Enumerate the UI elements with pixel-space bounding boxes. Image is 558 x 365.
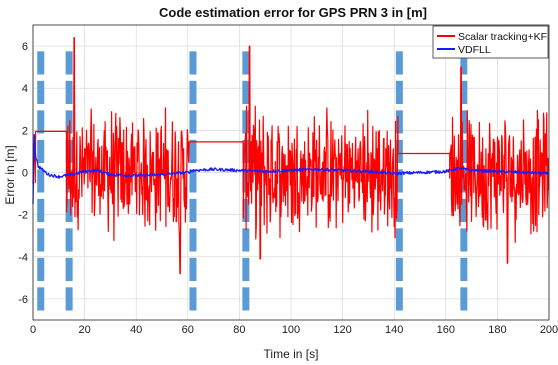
marker-dash bbox=[460, 139, 468, 164]
marker-dash bbox=[37, 80, 45, 105]
marker-dash bbox=[65, 228, 73, 252]
marker-dash bbox=[460, 198, 468, 223]
marker-dash bbox=[189, 169, 197, 193]
series-vdfll bbox=[32, 133, 550, 205]
x-tick-label: 20 bbox=[78, 324, 90, 336]
y-tick-label: -2 bbox=[18, 210, 28, 222]
y-tick-label: 4 bbox=[22, 83, 28, 95]
marker-dash bbox=[65, 80, 73, 105]
marker-dash bbox=[37, 287, 45, 311]
marker-dash bbox=[189, 287, 197, 311]
marker-dash bbox=[189, 228, 197, 252]
marker-dash bbox=[395, 257, 403, 282]
marker-dash bbox=[189, 257, 197, 282]
chart-title: Code estimation error for GPS PRN 3 in [… bbox=[159, 5, 427, 20]
plot-area bbox=[32, 24, 550, 321]
marker-dash bbox=[37, 110, 45, 134]
marker-dash bbox=[460, 287, 468, 311]
marker-dash bbox=[460, 51, 468, 75]
legend-box bbox=[432, 25, 549, 59]
marker-dash bbox=[242, 257, 250, 282]
x-tick-labels: 0 20 40 60 80 100 120 140 160 180 200 bbox=[30, 324, 558, 336]
marker-dash bbox=[395, 287, 403, 311]
marker-dash bbox=[242, 51, 250, 75]
x-tick-label: 60 bbox=[182, 324, 194, 336]
x-axis-label: Time in [s] bbox=[264, 347, 319, 361]
x-tick-label: 120 bbox=[333, 324, 351, 336]
x-tick-label: 0 bbox=[30, 324, 36, 336]
y-axis-label: Error in [m] bbox=[3, 145, 17, 204]
series-layer bbox=[32, 36, 550, 275]
marker-dash bbox=[65, 51, 73, 75]
y-tick-label: -4 bbox=[18, 252, 28, 264]
y-tick-label: 0 bbox=[22, 168, 28, 180]
marker-dash bbox=[395, 139, 403, 164]
legend-label: Scalar tracking+KF bbox=[458, 31, 547, 43]
marker-dash bbox=[242, 80, 250, 105]
marker-dash bbox=[65, 287, 73, 311]
marker-dash bbox=[37, 228, 45, 252]
marker-dash bbox=[395, 228, 403, 252]
x-tick-label: 180 bbox=[488, 324, 506, 336]
marker-dash bbox=[65, 198, 73, 223]
marker-dash bbox=[189, 51, 197, 75]
y-tick-label: 6 bbox=[22, 41, 28, 53]
marker-dash bbox=[189, 110, 197, 134]
marker-dash bbox=[65, 110, 73, 134]
marker-dash bbox=[189, 198, 197, 223]
marker-dash bbox=[242, 228, 250, 252]
plot-frame bbox=[32, 24, 550, 321]
marker-dash bbox=[37, 51, 45, 75]
series-scalar-tracking-kf bbox=[32, 36, 550, 275]
marker-dash bbox=[395, 51, 403, 75]
y-tick-labels: -6 -4 -2 0 2 4 6 bbox=[18, 41, 28, 306]
marker-dash bbox=[37, 198, 45, 223]
marker-dash bbox=[37, 257, 45, 282]
x-tick-label: 140 bbox=[385, 324, 403, 336]
marker-dash bbox=[460, 257, 468, 282]
marker-dash bbox=[189, 139, 197, 164]
marker-dash bbox=[395, 169, 403, 193]
x-tick-label: 200 bbox=[540, 324, 558, 336]
x-tick-label: 80 bbox=[233, 324, 245, 336]
y-tick-label: -6 bbox=[18, 294, 28, 306]
marker-dash bbox=[37, 169, 45, 193]
marker-dash bbox=[189, 80, 197, 105]
y-tick-label: 2 bbox=[22, 125, 28, 137]
marker-dash bbox=[395, 80, 403, 105]
x-tick-label: 160 bbox=[437, 324, 455, 336]
marker-dash bbox=[395, 110, 403, 134]
marker-dash bbox=[460, 228, 468, 252]
marker-dash bbox=[242, 287, 250, 311]
marker-dash bbox=[395, 198, 403, 223]
x-tick-label: 100 bbox=[282, 324, 300, 336]
x-tick-label: 40 bbox=[130, 324, 142, 336]
marker-layer bbox=[37, 51, 468, 311]
marker-dash bbox=[460, 110, 468, 134]
marker-dash bbox=[65, 257, 73, 282]
marker-dash bbox=[37, 139, 45, 164]
legend-label: VDFLL bbox=[458, 44, 491, 56]
marker-dash bbox=[460, 80, 468, 105]
